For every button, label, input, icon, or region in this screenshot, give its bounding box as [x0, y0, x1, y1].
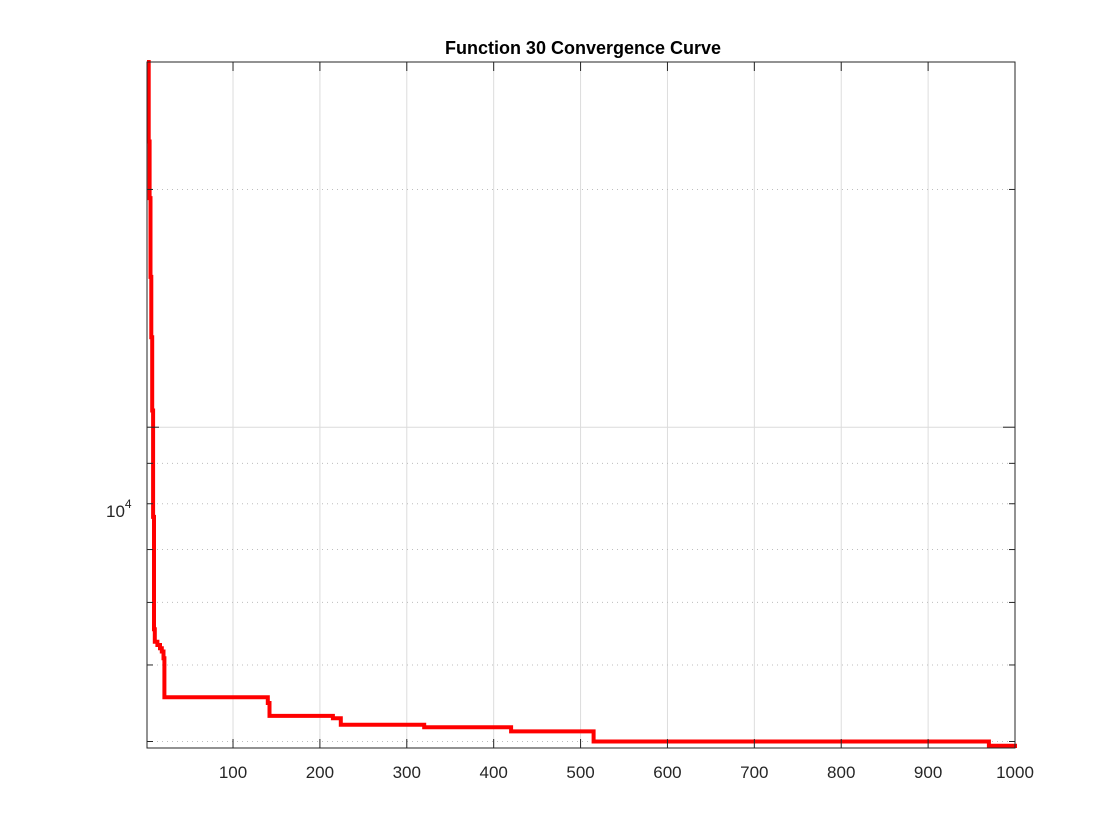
- x-tick-label: 300: [393, 763, 421, 782]
- tick-marks: [147, 62, 1016, 748]
- convergence-series-line: [146, 60, 1017, 748]
- x-tick-label: 800: [827, 763, 855, 782]
- y-tick-label-base: 10: [106, 502, 125, 521]
- series-layer: [146, 60, 1017, 748]
- x-tick-label: 1000: [996, 763, 1034, 782]
- x-tick-label: 100: [219, 763, 247, 782]
- tick-labels: 100 200 300 400 500 600 700 800 900 1000: [219, 763, 1034, 782]
- x-tick-label: 900: [914, 763, 942, 782]
- x-tick-label: 500: [566, 763, 594, 782]
- y-tick-label-10000: 104: [106, 497, 132, 521]
- x-tick-label: 600: [653, 763, 681, 782]
- y-tick-label-exponent: 4: [125, 497, 132, 511]
- x-tick-label: 200: [306, 763, 334, 782]
- grid-lines: [147, 62, 1015, 748]
- chart-title: Function 30 Convergence Curve: [445, 38, 721, 58]
- x-tick-label: 700: [740, 763, 768, 782]
- x-tick-label: 400: [479, 763, 507, 782]
